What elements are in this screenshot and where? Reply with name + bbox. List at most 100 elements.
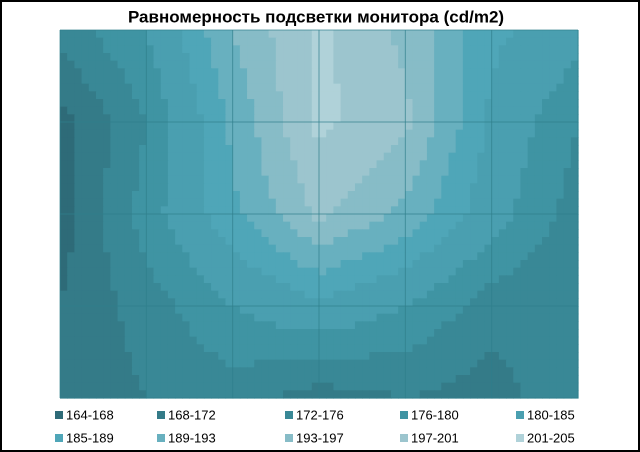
contour-cell <box>491 106 500 115</box>
contour-cell <box>124 152 133 161</box>
contour-cell <box>333 352 342 361</box>
contour-cell <box>376 60 385 69</box>
contour-cell <box>211 152 219 161</box>
contour-cell <box>477 45 486 54</box>
contour-cell <box>182 53 191 62</box>
contour-cell <box>247 298 255 307</box>
contour-cell <box>470 290 478 299</box>
contour-cell <box>477 237 486 246</box>
contour-cell <box>390 237 399 246</box>
contour-cell <box>441 352 450 361</box>
contour-cell <box>383 229 392 238</box>
contour-cell <box>297 91 306 100</box>
contour-cell <box>182 122 191 131</box>
contour-cell <box>412 290 421 299</box>
contour-cell <box>196 298 205 307</box>
contour-cell <box>506 37 514 46</box>
contour-cell <box>426 198 435 207</box>
contour-cell <box>441 237 450 246</box>
contour-cell <box>319 352 327 361</box>
contour-cell <box>275 114 284 123</box>
contour-cell <box>196 152 205 161</box>
contour-cell <box>347 298 356 307</box>
contour-cell <box>419 367 428 376</box>
contour-cell <box>556 390 565 399</box>
contour-cell <box>268 375 277 384</box>
contour-cell <box>88 99 97 108</box>
contour-cell <box>470 60 478 69</box>
contour-cell <box>304 106 313 115</box>
contour-cell <box>81 382 90 391</box>
contour-cell <box>268 76 277 85</box>
contour-cell <box>477 106 486 115</box>
contour-cell <box>441 106 450 115</box>
contour-cell <box>247 53 255 62</box>
contour-cell <box>462 175 471 184</box>
contour-cell <box>60 229 68 238</box>
contour-cell <box>160 306 169 315</box>
contour-cell <box>527 260 536 269</box>
contour-cell <box>419 183 428 192</box>
contour-cell <box>484 99 493 108</box>
contour-cell <box>556 229 565 238</box>
contour-cell <box>239 237 248 246</box>
contour-cell <box>268 260 277 269</box>
contour-cell <box>153 390 162 399</box>
contour-cell <box>484 83 493 92</box>
contour-cell <box>484 244 493 253</box>
contour-cell <box>88 306 97 315</box>
contour-cell <box>563 83 572 92</box>
contour-cell <box>175 106 183 115</box>
contour-cell <box>333 106 342 115</box>
contour-cell <box>362 237 370 246</box>
contour-cell <box>347 106 356 115</box>
contour-cell <box>542 290 550 299</box>
contour-cell <box>470 191 478 200</box>
contour-cell <box>110 145 119 154</box>
contour-cell <box>362 191 370 200</box>
contour-cell <box>103 106 111 115</box>
contour-cell <box>146 76 155 85</box>
contour-cell <box>203 76 212 85</box>
contour-cell <box>441 206 450 215</box>
contour-cell <box>203 91 212 100</box>
contour-cell <box>326 206 334 215</box>
contour-cell <box>311 122 320 131</box>
contour-cell <box>67 260 75 269</box>
contour-cell <box>405 191 414 200</box>
contour-cell <box>218 313 227 322</box>
contour-cell <box>268 267 277 276</box>
contour-cell <box>506 260 514 269</box>
contour-cell <box>520 168 529 177</box>
contour-cell <box>275 183 284 192</box>
contour-cell <box>470 237 478 246</box>
contour-cell <box>326 160 334 169</box>
contour-cell <box>139 152 147 161</box>
contour-cell <box>124 37 133 46</box>
contour-cell <box>247 229 255 238</box>
contour-cell <box>376 359 385 368</box>
contour-cell <box>146 191 155 200</box>
contour-cell <box>347 275 356 284</box>
contour-cell <box>304 60 313 69</box>
contour-cell <box>520 99 529 108</box>
contour-cell <box>556 237 565 246</box>
contour-cell <box>462 53 471 62</box>
contour-cell <box>383 83 392 92</box>
contour-cell <box>354 175 363 184</box>
contour-cell <box>563 175 572 184</box>
legend-label: 185-189 <box>66 430 114 445</box>
contour-cell <box>347 168 356 177</box>
contour-cell <box>103 290 111 299</box>
contour-cell <box>455 290 464 299</box>
contour-cell <box>542 114 550 123</box>
contour-cell <box>247 214 255 223</box>
contour-cell <box>369 260 378 269</box>
contour-cell <box>477 290 486 299</box>
contour-cell <box>175 390 183 399</box>
contour-cell <box>333 321 342 330</box>
contour-cell <box>247 60 255 69</box>
contour-cell <box>398 68 406 77</box>
contour-cell <box>319 68 327 77</box>
contour-cell <box>67 252 75 261</box>
